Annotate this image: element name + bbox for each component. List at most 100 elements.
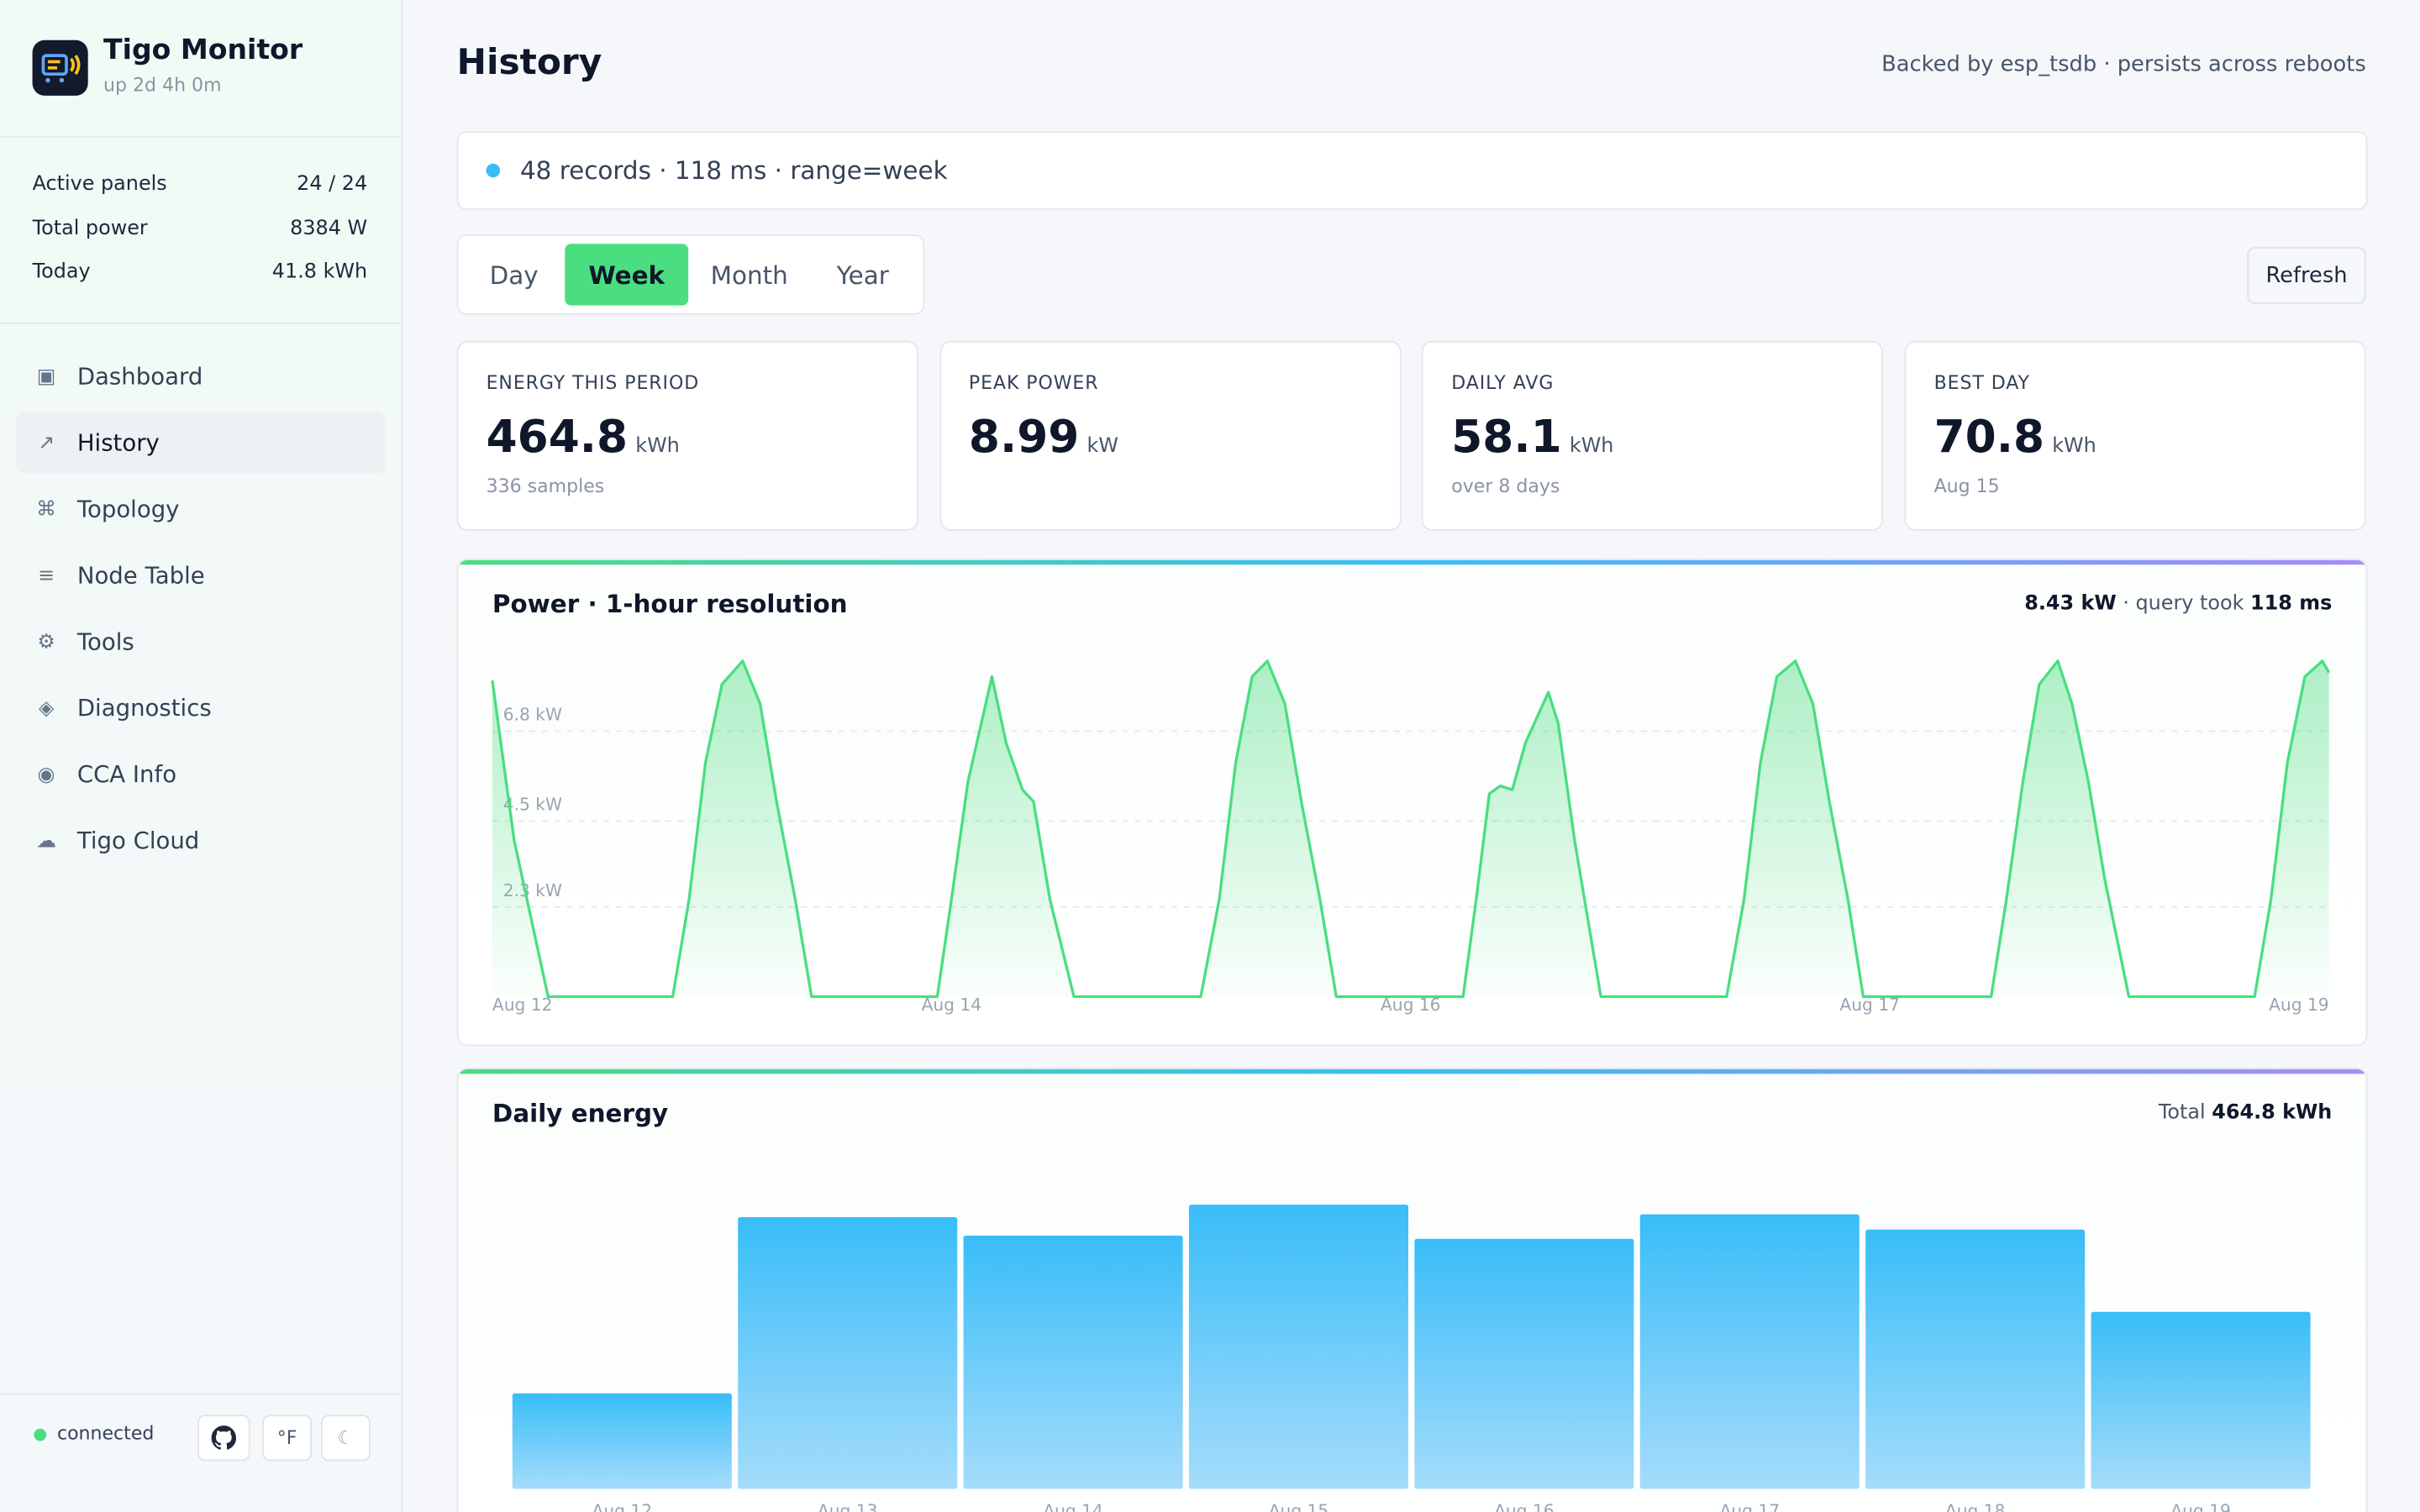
stat-value: 41.8 kWh <box>271 260 368 284</box>
unit-toggle[interactable]: °F <box>262 1415 313 1462</box>
card-value: 8.99 kW <box>968 410 1118 464</box>
app-name: Tigo Monitor <box>103 34 303 66</box>
nav-icon: ≡ <box>38 564 55 587</box>
card-sub: 336 samples <box>486 475 605 497</box>
power-area <box>492 660 2329 997</box>
status-dot <box>486 163 501 178</box>
nav-icon: ◈ <box>38 696 55 720</box>
nav-item[interactable]: ↗ History <box>15 412 387 474</box>
nav-item[interactable]: ◈ Diagnostics <box>15 677 386 738</box>
nav-icon: ☁ <box>36 829 57 853</box>
storage-note: Backed by esp_tsdb · persists across reb… <box>1881 52 2366 77</box>
nav-label: Diagnostics <box>76 694 212 722</box>
uptime: up 2d 4h 0m <box>103 74 222 96</box>
divider <box>0 322 402 324</box>
card-label: PEAK POWER <box>968 371 1099 394</box>
nav-icon: ⌘ <box>36 497 57 521</box>
bar <box>1188 1205 1409 1489</box>
card-value: 58.1 kWh <box>1451 410 1614 464</box>
chart-annotation: 8.43 kW · query took 118 ms <box>2024 592 2332 616</box>
nav-icon: ◉ <box>37 763 55 786</box>
stat-card: PEAK POWER 8.99 kW <box>939 340 1402 531</box>
accent <box>458 1068 2366 1074</box>
card-label: DAILY AVG <box>1451 371 1555 394</box>
nav-label: History <box>76 428 160 457</box>
status-dot <box>34 1428 47 1441</box>
accent <box>458 559 2366 565</box>
chart-annotation: Total 464.8 kWh <box>2159 1101 2332 1125</box>
divider <box>0 135 402 138</box>
range-button[interactable]: Week <box>565 244 689 306</box>
divider <box>0 1393 402 1395</box>
nav-item[interactable]: ⚙ Tools <box>15 611 386 672</box>
nav-label: Topology <box>76 495 180 523</box>
stat-value: 8384 W <box>290 217 368 240</box>
stat-label: Active panels <box>32 172 167 197</box>
bar <box>2091 1311 2311 1489</box>
card-value: 464.8 kWh <box>486 410 680 464</box>
stat-card: BEST DAY 70.8 kWh Aug 15 <box>1904 340 2366 531</box>
nav-label: Tools <box>76 627 134 656</box>
card-sub: over 8 days <box>1451 475 1560 497</box>
x-tick-label: Aug 14 <box>1043 1501 1103 1512</box>
range-button[interactable]: Day <box>489 260 539 290</box>
card-sub: Aug 15 <box>1933 475 2000 497</box>
stat-value: 24 / 24 <box>297 172 368 197</box>
card-unit: kWh <box>635 434 680 459</box>
nav-item[interactable]: ▣ Dashboard <box>15 345 386 407</box>
nav-label: Dashboard <box>76 362 203 391</box>
nav-item[interactable]: ◉ CCA Info <box>15 743 386 805</box>
status-bar: 48 records · 118 ms · range=week <box>456 131 2368 210</box>
card-label: ENERGY THIS PERIOD <box>486 371 700 394</box>
status-text: 48 records · 118 ms · range=week <box>519 155 948 186</box>
bar <box>1865 1229 2086 1489</box>
chart-title: Daily energy <box>492 1098 669 1128</box>
bar <box>963 1235 1183 1489</box>
refresh-button[interactable]: Refresh <box>2247 246 2366 304</box>
stat-row: Active panels 24 / 24 <box>33 173 368 197</box>
y-tick-label: 6.8 kW <box>503 705 562 725</box>
x-tick-label: Aug 13 <box>818 1501 878 1512</box>
nav-icon: ⚙ <box>37 630 55 654</box>
stat-card: DAILY AVG 58.1 kWh over 8 days <box>1422 340 1884 531</box>
query-label: · query took <box>2123 592 2244 616</box>
range-selector: Day Week Month Year <box>456 234 925 315</box>
theme-toggle[interactable]: ☾ <box>321 1415 371 1462</box>
nav-item[interactable]: ☁ Tigo Cloud <box>15 810 386 871</box>
x-tick-label: Aug 16 <box>1494 1501 1555 1512</box>
card-unit: kWh <box>1569 434 1614 459</box>
x-tick-label: Aug 17 <box>1720 1501 1781 1512</box>
nav-item[interactable]: ⌘ Topology <box>15 478 386 539</box>
query-time: 118 ms <box>2250 592 2333 616</box>
total-label: Total <box>2158 1101 2206 1125</box>
stat-row: Total power 8384 W <box>33 217 368 240</box>
sidebar: Tigo Monitor up 2d 4h 0m connected °F ☾ … <box>0 0 403 1512</box>
x-tick-label: Aug 12 <box>592 1501 653 1512</box>
x-tick-label: Aug 19 <box>2170 1501 2231 1512</box>
x-tick-label: Aug 19 <box>2269 995 2329 1015</box>
bar <box>738 1216 958 1489</box>
range-button[interactable]: Year <box>836 260 889 290</box>
nav-item[interactable]: ≡ Node Table <box>15 544 386 606</box>
stat-label: Today <box>32 260 91 284</box>
chart-title: Power · 1-hour resolution <box>492 589 848 619</box>
stat-row: Today 41.8 kWh <box>33 260 368 284</box>
card-unit: kW <box>1086 434 1118 459</box>
bar <box>1639 1214 1860 1489</box>
nav-icon: ▣ <box>36 365 56 388</box>
x-tick-label: Aug 12 <box>492 995 553 1015</box>
logo <box>32 39 88 96</box>
card-label: BEST DAY <box>1933 371 2030 394</box>
range-button[interactable]: Month <box>710 260 788 290</box>
stat-label: Total power <box>32 217 148 240</box>
card-value: 70.8 kWh <box>1933 410 2096 464</box>
nav-label: Node Table <box>76 561 205 590</box>
total: 464.8 kWh <box>2212 1101 2333 1125</box>
current-power: 8.43 kW <box>2024 592 2117 616</box>
nav-label: Tigo Cloud <box>76 827 200 855</box>
status: connected <box>56 1422 155 1445</box>
page-title: History <box>456 43 602 84</box>
github-button[interactable] <box>197 1415 250 1462</box>
